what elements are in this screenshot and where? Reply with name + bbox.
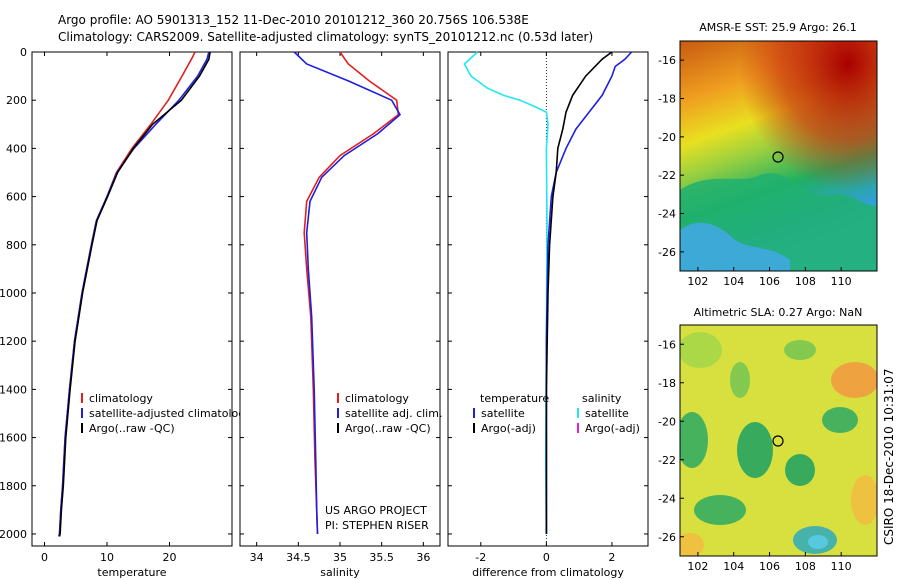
- x-tick-label: 2: [608, 551, 615, 564]
- x-tick-label: 0: [41, 551, 48, 564]
- y-tick-label: 1200: [0, 335, 27, 348]
- profile-panel-1: 0 10 2002004006008001000120014001600180020…: [0, 46, 252, 579]
- sst-map: AMSR-E SST: 25.9 Argo: 26.1 102 104 106 108…: [658, 21, 878, 288]
- map-y-tick-label: -26: [658, 246, 676, 259]
- series-line-1: [303, 51, 400, 535]
- legend-label: satellite adj. clim.: [345, 407, 442, 420]
- map-x-tick-label: 106: [759, 560, 780, 573]
- sst-map-ticks: 102 104 106 108 110 -16 -18 -20 -22 -24 -26: [658, 54, 852, 288]
- x-axis-label: salinity: [320, 566, 360, 579]
- series-line-3: [545, 51, 613, 534]
- sst-map-frame: [679, 40, 878, 272]
- sst-map-title: AMSR-E SST: 25.9 Argo: 26.1: [699, 21, 857, 34]
- x-tick-label: 34.5: [286, 551, 311, 564]
- legend-label: climatology: [345, 392, 409, 405]
- sla-map-argo-marker: [772, 435, 784, 447]
- legend-label: satellite: [585, 407, 629, 420]
- profile-panel-3: -2 0 2 difference from climatology temperatu…: [447, 51, 649, 579]
- chart-title-line1: Argo profile: AO 5901313_152 11-Dec-2010…: [58, 13, 529, 27]
- legend-label: satellite-adjusted climatology: [89, 407, 252, 420]
- y-tick-label: 600: [6, 191, 27, 204]
- sla-map-anomalies: [680, 332, 877, 556]
- y-tick-label: 400: [6, 142, 27, 155]
- map-x-tick-label: 102: [687, 560, 708, 573]
- x-axis-label: temperature: [97, 566, 166, 579]
- y-tick-label: 0: [20, 46, 27, 59]
- legend-label: Argo(..raw -QC): [345, 422, 431, 435]
- map-y-tick-label: -26: [658, 531, 676, 544]
- x-tick-label: -2: [475, 551, 486, 564]
- map-x-tick-label: 104: [723, 560, 744, 573]
- sst-map-cold-patch: [680, 222, 790, 271]
- x-tick-label: 0: [543, 551, 550, 564]
- map-y-tick-label: -16: [658, 54, 676, 67]
- map-y-tick-label: -18: [658, 93, 676, 106]
- map-x-tick-label: 110: [831, 275, 852, 288]
- chart-title-line2: Climatology: CARS2009. Satellite-adjuste…: [58, 30, 593, 44]
- x-tick-label: 34: [250, 551, 264, 564]
- map-x-tick-label: 110: [831, 560, 852, 573]
- legend-label: climatology: [89, 392, 153, 405]
- map-y-tick-label: -24: [658, 208, 676, 221]
- plot-frame: [31, 51, 233, 547]
- y-tick-label: 800: [6, 239, 27, 252]
- x-tick-label: 20: [163, 551, 177, 564]
- map-y-tick-label: -22: [658, 169, 676, 182]
- sla-map: Altimetric SLA: 0.27 Argo: NaN 102 104 1: [658, 306, 878, 573]
- profile-panel-2: 34 34.5 35 35.5 36 salinity climatology satelli…: [239, 51, 442, 579]
- map-y-tick-label: -16: [658, 338, 676, 351]
- map-x-tick-label: 108: [795, 560, 816, 573]
- map-y-tick-label: -18: [658, 377, 676, 390]
- y-tick-label: 2000: [0, 528, 27, 541]
- y-tick-label: 1400: [0, 383, 27, 396]
- profile-panels: 0 10 2002004006008001000120014001600180020…: [0, 46, 649, 579]
- y-tick-label: 1800: [0, 480, 27, 493]
- map-x-tick-label: 104: [723, 275, 744, 288]
- series-line-3: [58, 51, 211, 537]
- x-axis-label: difference from climatology: [472, 566, 624, 579]
- legend-label: satellite: [481, 407, 525, 420]
- legend-label: Argo(..raw -QC): [89, 422, 175, 435]
- map-x-tick-label: 106: [759, 275, 780, 288]
- legend-header: salinity: [582, 392, 622, 405]
- x-tick-label: 36: [416, 551, 430, 564]
- sla-map-ticks: 102 104 106 108 110 -16 -18 -20 -22 -24 -26: [658, 338, 852, 573]
- side-timestamp-label: CSIRO 18-Dec-2010 10:31:07: [882, 368, 896, 545]
- panel-annotation: US ARGO PROJECT: [325, 504, 427, 517]
- map-y-tick-label: -20: [658, 131, 676, 144]
- map-x-tick-label: 102: [687, 275, 708, 288]
- sla-map-title: Altimetric SLA: 0.27 Argo: NaN: [694, 306, 863, 319]
- y-tick-label: 1600: [0, 432, 27, 445]
- map-y-tick-label: -22: [658, 454, 676, 467]
- x-tick-label: 10: [100, 551, 114, 564]
- legend-label: Argo(-adj): [585, 422, 640, 435]
- x-tick-label: 35.5: [369, 551, 394, 564]
- sla-map-frame: [679, 324, 878, 557]
- series-line-2: [293, 51, 402, 535]
- y-tick-label: 1000: [0, 287, 27, 300]
- map-y-tick-label: -20: [658, 415, 676, 428]
- y-tick-label: 200: [6, 94, 27, 107]
- panel-annotation: PI: STEPHEN RISER: [325, 519, 429, 532]
- sst-map-argo-marker: [772, 151, 784, 163]
- x-tick-label: 35: [333, 551, 347, 564]
- map-y-tick-label: -24: [658, 492, 676, 505]
- legend-label: Argo(-adj): [481, 422, 536, 435]
- legend-header: temperature: [480, 392, 549, 405]
- plot-frame: [239, 51, 441, 547]
- map-x-tick-label: 108: [795, 275, 816, 288]
